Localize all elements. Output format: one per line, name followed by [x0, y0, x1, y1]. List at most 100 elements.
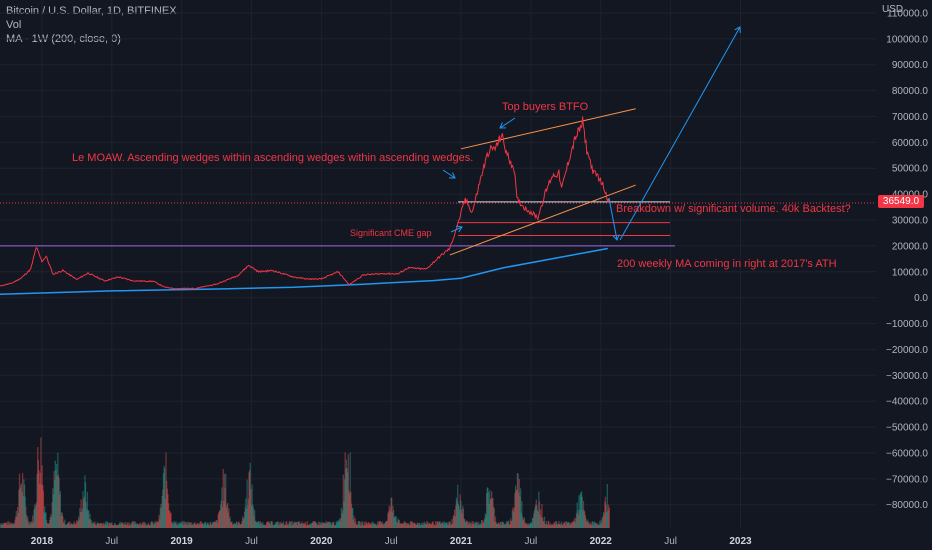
last-price-tag: 36549.0: [878, 195, 924, 208]
volume-bar: [423, 521, 426, 528]
volume-bar: [202, 523, 204, 528]
volume-bar: [25, 514, 28, 528]
volume-bar: [352, 507, 354, 528]
volume-bar: [493, 508, 495, 528]
volume-bar: [47, 523, 50, 528]
volume-bar: [376, 523, 378, 528]
volume-bar: [216, 520, 218, 528]
volume-bar: [177, 522, 179, 528]
volume-bar: [582, 509, 584, 528]
volume-bar: [447, 524, 449, 528]
volume-bar: [184, 521, 187, 528]
volume-bar: [93, 523, 95, 528]
volume-bar: [208, 524, 210, 528]
volume-bar: [428, 523, 430, 528]
volume-bar: [599, 520, 601, 528]
volume-bar: [317, 524, 319, 528]
volume-bar: [387, 511, 390, 528]
volume-bar: [301, 523, 304, 528]
volume-bar: [255, 522, 258, 528]
volume-bar: [382, 525, 384, 528]
volume-bar: [64, 525, 67, 528]
volume-bar: [384, 522, 387, 528]
volume-bar: [594, 521, 596, 528]
volume-bar: [340, 507, 343, 528]
volume-bar: [19, 488, 21, 528]
volume-bar: [561, 524, 563, 528]
volume-bar: [481, 520, 483, 528]
volume-bar: [126, 523, 129, 528]
volume-bar: [366, 523, 368, 528]
volume-bar: [313, 521, 316, 528]
volume-bar: [582, 500, 585, 528]
volume-bar: [321, 522, 324, 528]
volume-bar: [77, 516, 80, 528]
volume-bar: [345, 459, 348, 528]
volume-bar: [4, 523, 6, 528]
volume-bar: [597, 523, 599, 528]
volume-bar: [1, 523, 3, 528]
volume-bar: [45, 512, 47, 528]
volume-bar: [409, 525, 411, 528]
volume-bar: [432, 521, 434, 528]
volume-bar: [167, 503, 170, 528]
volume-bar: [309, 523, 312, 528]
volume-bar: [479, 523, 482, 528]
volume-bar: [438, 521, 440, 528]
volume-bar: [381, 521, 383, 528]
volume-bar: [232, 524, 234, 528]
volume-bar: [587, 522, 590, 528]
volume-bar: [467, 525, 470, 528]
volume-bar: [579, 510, 581, 528]
volume-bar: [404, 522, 407, 528]
y-tick-label: −10000.0: [886, 319, 928, 330]
volume-bar: [289, 521, 291, 528]
volume-bar: [350, 503, 353, 528]
volume-bar: [176, 524, 178, 528]
volume-bar: [23, 484, 26, 528]
volume-legend[interactable]: Vol: [6, 19, 22, 31]
volume-bar: [401, 522, 403, 528]
volume-bar: [82, 491, 84, 528]
volume-bar: [379, 521, 381, 528]
volume-bar: [18, 473, 21, 528]
volume-bar: [382, 523, 385, 528]
wedges-annotation: Le MOAW. Ascending wedges within ascendi…: [72, 152, 474, 164]
volume-bar: [359, 525, 361, 528]
volume-bar: [508, 524, 510, 528]
symbol-title[interactable]: Bitcoin / U.S. Dollar, 1D, BITFINEX: [6, 5, 177, 17]
volume-bar: [69, 525, 72, 528]
volume-bar: [128, 522, 130, 528]
volume-bar: [16, 507, 19, 528]
volume-bar: [276, 521, 278, 528]
volume-bar: [179, 522, 182, 528]
volume-bar: [419, 525, 422, 528]
volume-bar: [189, 522, 191, 528]
volume-bar: [60, 515, 62, 528]
volume-bar: [72, 525, 74, 528]
volume-bar: [433, 525, 435, 528]
volume-bar: [157, 522, 159, 528]
volume-bar: [58, 478, 60, 528]
volume-bar: [342, 474, 344, 528]
volume-bar: [57, 474, 60, 528]
volume-bar: [62, 516, 64, 528]
volume-bar: [373, 523, 375, 528]
y-tick-label: 70000.0: [892, 112, 929, 123]
volume-bar: [415, 524, 417, 528]
volume-bar: [80, 499, 82, 528]
volume-bar: [111, 525, 114, 528]
currency-label[interactable]: USD: [882, 4, 904, 15]
volume-bar: [166, 488, 168, 528]
volume-bar: [547, 520, 549, 528]
volume-bar: [277, 525, 280, 528]
volume-bar: [526, 522, 528, 528]
y-tick-label: −40000.0: [886, 397, 928, 408]
volume-bar: [50, 516, 53, 528]
volume-bar: [413, 523, 415, 528]
volume-bar: [566, 522, 568, 528]
x-tick-label: 2019: [171, 536, 194, 547]
volume-bar: [430, 524, 432, 528]
volume-bar: [145, 525, 147, 528]
